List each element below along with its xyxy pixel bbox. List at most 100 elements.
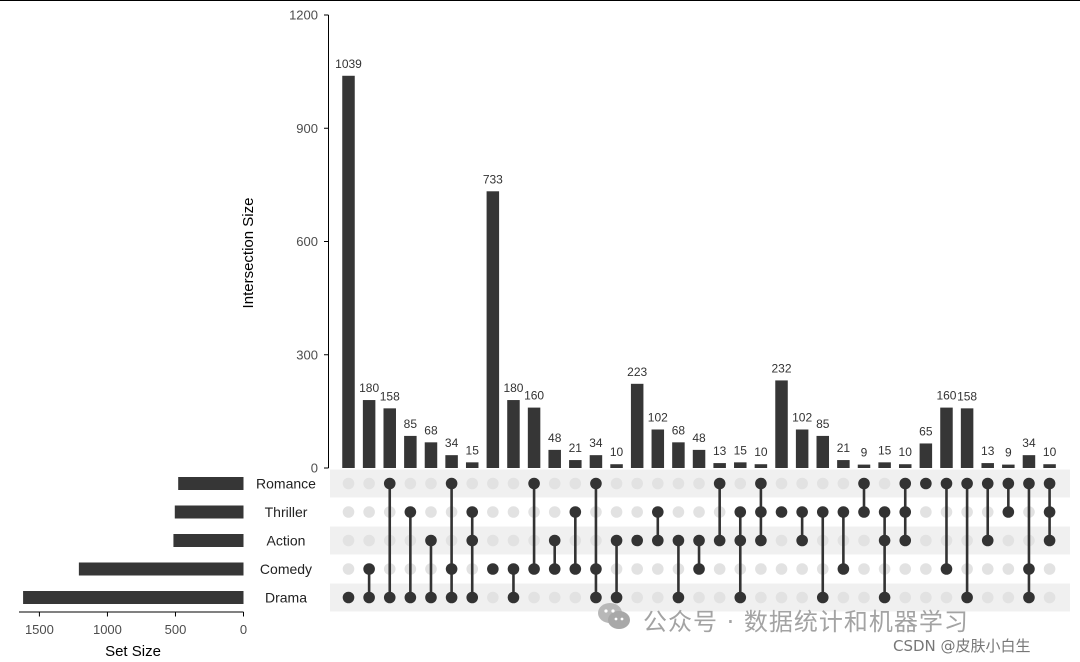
bar-value-label: 158: [957, 389, 977, 403]
bar-value-label: 733: [483, 172, 503, 186]
inactive-dot: [837, 477, 850, 490]
bar-value-label: 10: [899, 445, 913, 459]
active-dot: [590, 591, 602, 604]
inactive-dot: [631, 563, 643, 575]
intersection-bar: [445, 455, 458, 468]
intersection-bar: [404, 435, 417, 468]
bar-value-label: 68: [672, 423, 686, 437]
active-dot: [610, 591, 623, 604]
bar-value-label: 48: [692, 431, 706, 445]
active-dot: [528, 563, 540, 575]
intersection-bar: [795, 429, 809, 468]
set-label: Action: [267, 533, 306, 549]
inactive-dot: [342, 506, 355, 518]
set-size-bar: [174, 505, 244, 519]
intersection-bar: [527, 407, 541, 468]
active-dot: [487, 563, 499, 575]
inactive-dot: [1043, 591, 1056, 604]
inactive-dot: [631, 477, 643, 490]
active-dot: [878, 534, 891, 547]
active-dot: [816, 591, 829, 604]
active-dot: [693, 563, 705, 575]
active-dot: [466, 591, 479, 604]
inactive-dot: [796, 591, 808, 604]
set-labels: Romance Thriller Action Comedy Drama: [256, 476, 316, 606]
inactive-dot: [363, 534, 375, 547]
intersection-bar: [383, 408, 396, 468]
bar-value-label: 180: [359, 381, 379, 395]
inactive-dot: [1002, 591, 1015, 604]
intersection-bar: [754, 464, 768, 468]
intersection-bar: [1022, 455, 1036, 468]
active-dot: [734, 534, 747, 547]
active-dot: [631, 534, 643, 547]
set-label: Romance: [256, 476, 316, 492]
active-dot: [445, 591, 458, 604]
inactive-dot: [734, 477, 747, 490]
inactive-dot: [713, 591, 726, 604]
inactive-dot: [652, 477, 664, 490]
inactive-dot: [775, 591, 788, 604]
inactive-dot: [1002, 563, 1015, 575]
active-dot: [837, 563, 850, 575]
bar-value-label: 15: [466, 443, 480, 457]
inactive-dot: [487, 591, 499, 604]
inactive-dot: [796, 477, 808, 490]
csdn-credit: CSDN @皮肤小白生: [893, 637, 1031, 655]
intersection-bar: [898, 464, 912, 468]
active-dot: [693, 534, 705, 547]
inactive-dot: [858, 591, 870, 604]
inactive-dot: [755, 563, 767, 575]
active-dot: [816, 506, 829, 518]
inactive-dot: [425, 477, 437, 490]
inactive-dot: [775, 563, 788, 575]
inactive-dot: [487, 534, 499, 547]
intersection-bar: [672, 442, 685, 468]
active-dot: [445, 563, 458, 575]
active-dot: [425, 534, 437, 547]
active-dot: [652, 534, 664, 547]
intersection-bar: [981, 463, 994, 468]
inactive-dot: [920, 506, 932, 518]
intersection-bar: [857, 464, 871, 468]
intersection-bar: [507, 400, 520, 468]
inactive-dot: [569, 591, 582, 604]
y-axis-label: Intersection Size: [240, 198, 257, 309]
bar-value-label: 68: [424, 423, 438, 437]
intersection-bar: [692, 449, 706, 468]
active-dot: [713, 534, 726, 547]
inactive-dot: [981, 591, 994, 604]
set-label: Drama: [265, 590, 307, 606]
active-dot: [652, 506, 664, 518]
inactive-dot: [775, 534, 788, 547]
bar-value-label: 21: [837, 441, 851, 455]
bar-value-label: 1039: [335, 57, 362, 71]
active-dot: [548, 534, 561, 547]
inactive-dot: [1043, 563, 1056, 575]
set-size-tick-label: 1000: [93, 622, 122, 637]
inactive-dot: [487, 477, 499, 490]
intersection-bar: [837, 460, 850, 468]
intersection-bar: [940, 407, 953, 468]
inactive-dot: [404, 477, 417, 490]
inactive-dot: [342, 534, 355, 547]
inactive-dot: [342, 563, 355, 575]
active-dot: [755, 534, 767, 547]
bar-value-label: 13: [713, 444, 727, 458]
inactive-dot: [858, 534, 870, 547]
bar-value-label: 85: [816, 417, 830, 431]
inactive-dot: [775, 477, 788, 490]
active-dot: [878, 506, 891, 518]
intersection-bar: [960, 408, 974, 468]
active-dot: [342, 591, 355, 604]
inactive-dot: [425, 506, 437, 518]
inactive-dot: [1002, 534, 1015, 547]
bar-value-label: 34: [589, 436, 603, 450]
active-dot: [672, 591, 685, 604]
active-dot: [590, 477, 602, 490]
inactive-dot: [528, 591, 540, 604]
inactive-dot: [631, 591, 643, 604]
active-dot: [1043, 477, 1056, 490]
inactive-dot: [548, 506, 561, 518]
bar-value-label: 65: [919, 424, 933, 438]
